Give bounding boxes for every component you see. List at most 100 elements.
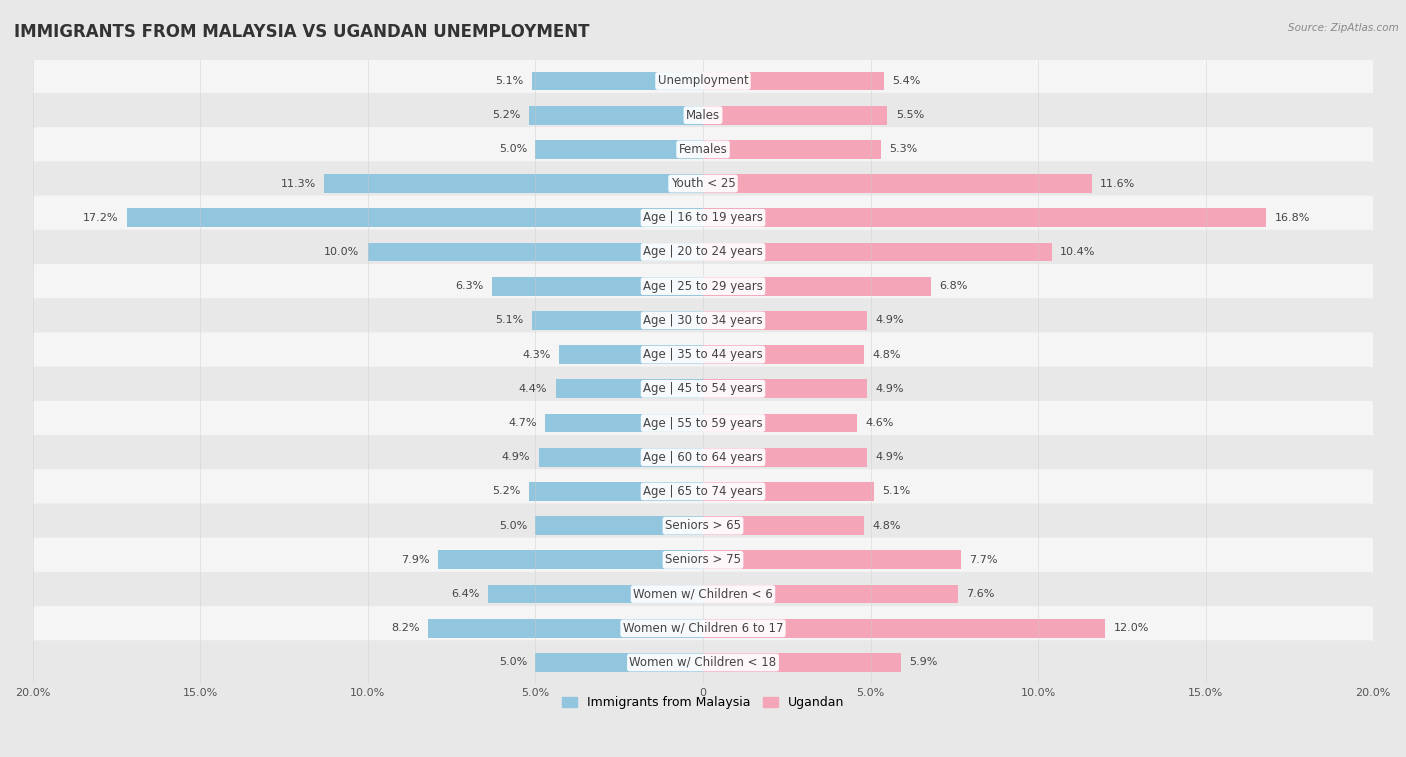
Text: 4.9%: 4.9% [502, 452, 530, 463]
Bar [703, 106, 887, 125]
Bar [531, 72, 703, 90]
Text: 5.2%: 5.2% [492, 487, 520, 497]
Text: 4.8%: 4.8% [872, 521, 901, 531]
FancyBboxPatch shape [28, 127, 1378, 172]
Bar [531, 311, 703, 330]
Text: 11.3%: 11.3% [281, 179, 316, 188]
Text: 5.1%: 5.1% [495, 316, 523, 326]
Text: 6.4%: 6.4% [451, 589, 479, 599]
Text: 4.6%: 4.6% [866, 418, 894, 428]
Text: 5.0%: 5.0% [499, 145, 527, 154]
Text: 4.8%: 4.8% [872, 350, 901, 360]
Bar [703, 277, 931, 295]
Text: 10.4%: 10.4% [1060, 247, 1095, 257]
Bar [703, 653, 901, 672]
Text: IMMIGRANTS FROM MALAYSIA VS UGANDAN UNEMPLOYMENT: IMMIGRANTS FROM MALAYSIA VS UGANDAN UNEM… [14, 23, 589, 41]
Text: 12.0%: 12.0% [1114, 623, 1149, 634]
Bar [536, 653, 703, 672]
Text: Seniors > 65: Seniors > 65 [665, 519, 741, 532]
FancyBboxPatch shape [28, 537, 1378, 582]
Bar [536, 516, 703, 535]
Text: 5.1%: 5.1% [883, 487, 911, 497]
Text: 5.1%: 5.1% [495, 76, 523, 86]
Bar [555, 379, 703, 398]
Bar [703, 379, 868, 398]
Text: 16.8%: 16.8% [1274, 213, 1310, 223]
Bar [703, 208, 1265, 227]
FancyBboxPatch shape [28, 264, 1378, 308]
Bar [703, 550, 962, 569]
Text: Age | 35 to 44 years: Age | 35 to 44 years [643, 348, 763, 361]
Text: 5.0%: 5.0% [499, 658, 527, 668]
Text: 4.9%: 4.9% [876, 452, 904, 463]
Text: 4.4%: 4.4% [519, 384, 547, 394]
Text: Age | 60 to 64 years: Age | 60 to 64 years [643, 450, 763, 464]
Text: Women w/ Children < 6: Women w/ Children < 6 [633, 587, 773, 600]
FancyBboxPatch shape [28, 400, 1378, 445]
Text: Age | 25 to 29 years: Age | 25 to 29 years [643, 279, 763, 293]
FancyBboxPatch shape [28, 332, 1378, 377]
Text: 6.8%: 6.8% [939, 281, 967, 291]
Text: Unemployment: Unemployment [658, 74, 748, 88]
Text: 6.3%: 6.3% [456, 281, 484, 291]
Text: Age | 65 to 74 years: Age | 65 to 74 years [643, 485, 763, 498]
FancyBboxPatch shape [28, 503, 1378, 548]
Bar [703, 242, 1052, 261]
Bar [488, 584, 703, 603]
Legend: Immigrants from Malaysia, Ugandan: Immigrants from Malaysia, Ugandan [557, 691, 849, 714]
Text: Age | 55 to 59 years: Age | 55 to 59 years [643, 416, 763, 429]
Bar [492, 277, 703, 295]
Bar [368, 242, 703, 261]
Text: Youth < 25: Youth < 25 [671, 177, 735, 190]
Bar [529, 482, 703, 501]
Text: 4.7%: 4.7% [509, 418, 537, 428]
FancyBboxPatch shape [28, 93, 1378, 137]
Text: Age | 20 to 24 years: Age | 20 to 24 years [643, 245, 763, 258]
FancyBboxPatch shape [28, 606, 1378, 650]
Bar [703, 174, 1092, 193]
Text: Women w/ Children < 18: Women w/ Children < 18 [630, 656, 776, 669]
Text: 4.9%: 4.9% [876, 316, 904, 326]
Bar [439, 550, 703, 569]
Bar [703, 584, 957, 603]
FancyBboxPatch shape [28, 366, 1378, 411]
Bar [703, 311, 868, 330]
FancyBboxPatch shape [28, 298, 1378, 343]
Text: Age | 30 to 34 years: Age | 30 to 34 years [643, 314, 763, 327]
Bar [703, 72, 884, 90]
Bar [703, 516, 863, 535]
Bar [703, 345, 863, 364]
Text: 5.9%: 5.9% [910, 658, 938, 668]
Text: Males: Males [686, 109, 720, 122]
Text: 5.4%: 5.4% [893, 76, 921, 86]
Text: Females: Females [679, 143, 727, 156]
Text: Age | 45 to 54 years: Age | 45 to 54 years [643, 382, 763, 395]
Bar [127, 208, 703, 227]
FancyBboxPatch shape [28, 195, 1378, 240]
Bar [703, 140, 880, 159]
Bar [538, 448, 703, 466]
Bar [325, 174, 703, 193]
Text: 10.0%: 10.0% [325, 247, 360, 257]
Bar [703, 448, 868, 466]
FancyBboxPatch shape [28, 161, 1378, 206]
Text: 8.2%: 8.2% [391, 623, 420, 634]
Text: 5.0%: 5.0% [499, 521, 527, 531]
Text: Age | 16 to 19 years: Age | 16 to 19 years [643, 211, 763, 224]
FancyBboxPatch shape [28, 229, 1378, 274]
FancyBboxPatch shape [28, 640, 1378, 685]
Text: 5.3%: 5.3% [889, 145, 917, 154]
Text: 7.9%: 7.9% [401, 555, 430, 565]
Text: Seniors > 75: Seniors > 75 [665, 553, 741, 566]
Bar [529, 106, 703, 125]
Bar [536, 140, 703, 159]
Text: 4.3%: 4.3% [522, 350, 551, 360]
FancyBboxPatch shape [28, 469, 1378, 514]
Text: 7.6%: 7.6% [966, 589, 994, 599]
Text: Women w/ Children 6 to 17: Women w/ Children 6 to 17 [623, 621, 783, 635]
FancyBboxPatch shape [28, 572, 1378, 616]
Bar [429, 619, 703, 637]
Bar [558, 345, 703, 364]
Bar [703, 619, 1105, 637]
Text: 5.2%: 5.2% [492, 111, 520, 120]
